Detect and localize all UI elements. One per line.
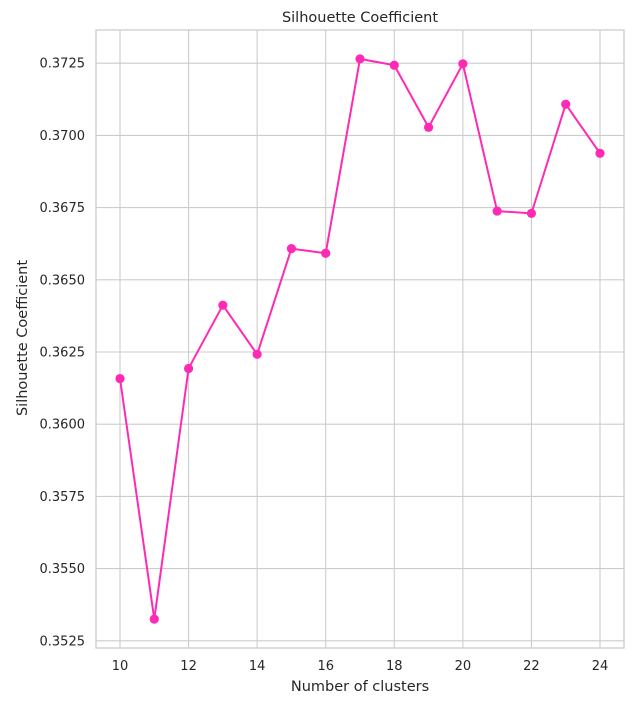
x-tick-label: 12 [180, 659, 197, 674]
y-tick-label: 0.3600 [40, 418, 86, 433]
data-point [595, 149, 604, 158]
x-tick-label: 20 [455, 659, 472, 674]
x-tick-label: 14 [249, 659, 266, 674]
x-tick-label: 16 [317, 659, 334, 674]
x-tick-label: 10 [112, 659, 129, 674]
data-point [527, 209, 536, 218]
y-tick-label: 0.3725 [40, 57, 86, 72]
data-point [390, 61, 399, 70]
y-tick-label: 0.3675 [40, 201, 86, 216]
data-point [253, 350, 262, 359]
data-point [321, 249, 330, 258]
y-tick-label: 0.3625 [40, 345, 86, 360]
y-tick-label: 0.3575 [40, 490, 86, 505]
y-tick-label: 0.3700 [40, 129, 86, 144]
y-axis-label: Silhouette Coefficient [15, 260, 31, 416]
y-tick-label: 0.3525 [40, 634, 86, 649]
data-point [458, 59, 467, 68]
x-tick-label: 18 [386, 659, 403, 674]
data-point [150, 615, 159, 624]
data-point [115, 374, 124, 383]
data-point [184, 364, 193, 373]
chart-title: Silhouette Coefficient [282, 10, 438, 26]
x-axis-label: Number of clusters [291, 679, 429, 695]
x-tick-label: 22 [523, 659, 540, 674]
y-tick-label: 0.3650 [40, 273, 86, 288]
data-point [424, 123, 433, 132]
data-point [355, 54, 364, 63]
x-tick-label: 24 [592, 659, 609, 674]
data-point [218, 301, 227, 310]
y-tick-label: 0.3550 [40, 562, 86, 577]
data-point [561, 100, 570, 109]
data-point [493, 206, 502, 215]
data-point [287, 244, 296, 253]
